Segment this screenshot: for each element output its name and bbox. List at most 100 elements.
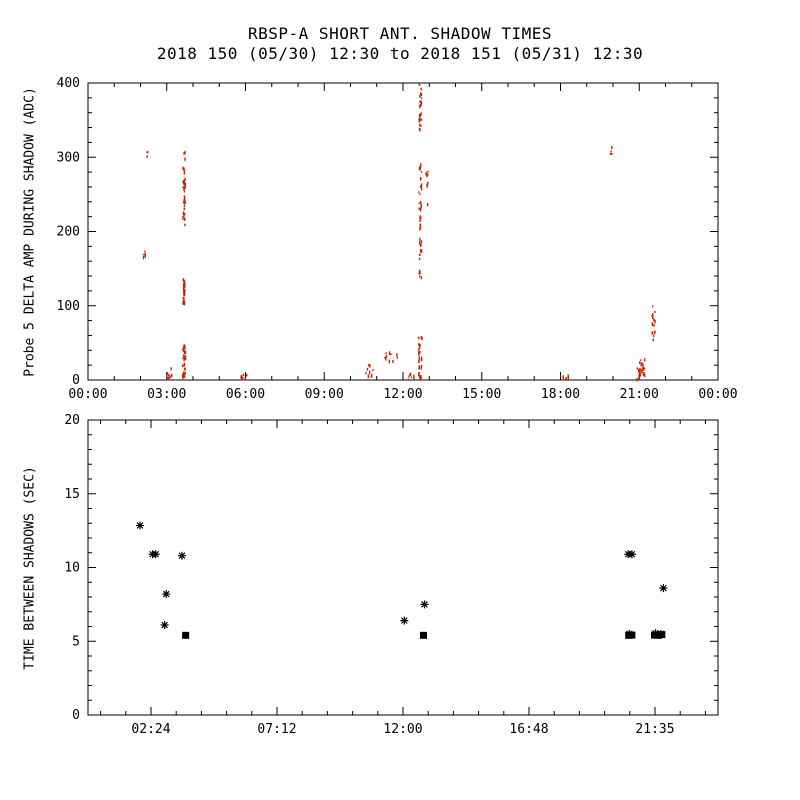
data-point — [183, 358, 185, 362]
square-marker — [628, 631, 636, 639]
data-point — [184, 356, 187, 360]
data-point — [419, 253, 421, 257]
data-point — [638, 370, 641, 375]
square-marker — [419, 631, 427, 639]
data-point — [420, 200, 422, 205]
data-point — [182, 299, 185, 302]
data-point — [611, 153, 613, 155]
data-point — [651, 315, 653, 318]
data-point — [567, 374, 569, 379]
data-point — [171, 373, 173, 378]
data-point — [420, 170, 423, 173]
data-point — [183, 171, 185, 175]
y-tick-label: 5 — [72, 634, 80, 649]
data-point — [367, 364, 370, 367]
data-point — [396, 356, 399, 359]
data-point — [183, 179, 185, 184]
asterisk-marker — [160, 621, 169, 630]
x-tick-label: 18:00 — [541, 387, 580, 402]
data-point — [142, 253, 145, 256]
data-point — [638, 374, 641, 378]
data-point — [420, 374, 422, 378]
data-point — [182, 364, 184, 368]
data-point — [654, 319, 656, 324]
data-point — [388, 351, 391, 356]
data-point — [182, 374, 185, 379]
data-point — [420, 163, 422, 167]
x-tick-label: 16:48 — [509, 722, 548, 737]
data-point — [427, 170, 429, 173]
asterisk-marker — [177, 551, 186, 560]
data-point — [418, 345, 421, 350]
data-point — [419, 377, 421, 381]
asterisk-marker — [162, 590, 171, 599]
data-point — [385, 357, 387, 361]
data-point — [182, 296, 185, 300]
data-point — [184, 157, 186, 161]
data-point — [182, 211, 185, 215]
data-point — [184, 223, 186, 227]
data-point — [642, 367, 644, 371]
y-tick-label: 400 — [57, 76, 80, 91]
data-point — [183, 207, 185, 211]
data-point — [419, 123, 421, 127]
data-point — [183, 291, 185, 294]
square-marker — [182, 631, 190, 639]
data-point — [419, 224, 421, 228]
square-marker — [658, 631, 666, 639]
data-point — [567, 376, 570, 381]
data-point — [420, 240, 423, 243]
data-point — [183, 197, 186, 201]
data-point — [142, 255, 145, 260]
data-point — [418, 375, 421, 378]
data-point — [183, 195, 186, 198]
data-point — [419, 249, 422, 253]
data-point — [182, 345, 185, 350]
data-point — [242, 373, 245, 377]
data-point — [183, 205, 186, 208]
data-point — [367, 374, 370, 379]
asterisk-marker — [151, 550, 160, 559]
data-point — [183, 349, 185, 352]
data-point — [368, 370, 371, 375]
data-point — [643, 372, 645, 374]
data-point — [418, 372, 420, 377]
x-tick-label: 00:00 — [68, 387, 107, 402]
data-point — [427, 181, 429, 185]
x-tick-label: 21:35 — [635, 722, 674, 737]
data-point — [183, 217, 186, 221]
data-point — [418, 356, 420, 361]
data-point — [420, 377, 422, 381]
asterisk-marker — [400, 616, 409, 625]
square-marker — [650, 631, 658, 639]
data-point — [144, 250, 146, 253]
data-point — [183, 217, 185, 219]
x-tick-label: 12:00 — [383, 387, 422, 402]
data-point — [182, 375, 184, 380]
data-point — [418, 191, 420, 194]
data-point — [183, 376, 186, 378]
data-point — [427, 173, 429, 176]
data-point — [419, 244, 422, 248]
data-point — [184, 150, 186, 154]
data-point — [182, 278, 184, 282]
data-point — [182, 166, 184, 170]
data-point — [559, 375, 562, 377]
data-point — [420, 112, 422, 116]
y-tick-label: 20 — [64, 413, 80, 428]
data-point — [652, 334, 655, 338]
chart-subtitle: 2018 150 (05/30) 12:30 to 2018 151 (05/3… — [156, 44, 644, 63]
data-point — [419, 185, 422, 188]
data-point — [241, 377, 244, 381]
data-point — [419, 176, 422, 181]
data-point — [418, 257, 421, 261]
data-point — [183, 214, 185, 217]
data-point — [420, 216, 422, 219]
axes-frame — [87, 82, 719, 381]
x-tick-label: 15:00 — [462, 387, 501, 402]
data-point — [183, 354, 185, 357]
data-point — [639, 368, 641, 371]
data-point — [183, 167, 185, 171]
data-point — [183, 362, 186, 367]
